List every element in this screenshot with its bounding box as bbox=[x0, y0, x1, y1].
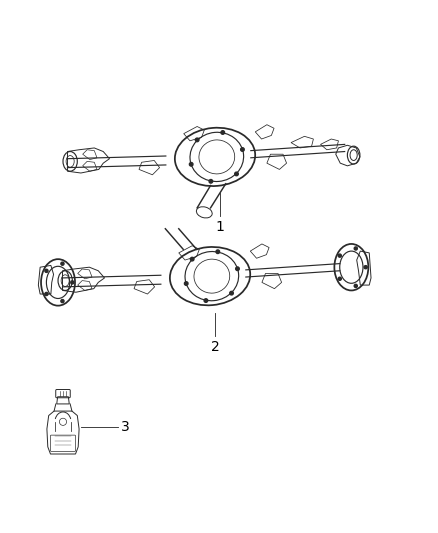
Ellipse shape bbox=[71, 281, 74, 284]
Ellipse shape bbox=[45, 269, 48, 272]
Ellipse shape bbox=[189, 163, 193, 166]
Ellipse shape bbox=[354, 284, 357, 287]
Ellipse shape bbox=[61, 300, 64, 303]
Ellipse shape bbox=[216, 250, 219, 254]
Ellipse shape bbox=[364, 265, 367, 269]
Ellipse shape bbox=[204, 299, 208, 302]
Ellipse shape bbox=[338, 277, 341, 280]
Ellipse shape bbox=[184, 282, 188, 285]
Ellipse shape bbox=[235, 172, 238, 176]
Text: 1: 1 bbox=[215, 220, 224, 235]
Ellipse shape bbox=[230, 292, 233, 295]
Ellipse shape bbox=[240, 148, 244, 151]
Ellipse shape bbox=[191, 257, 194, 261]
Ellipse shape bbox=[338, 254, 341, 257]
Text: 3: 3 bbox=[120, 420, 129, 434]
Ellipse shape bbox=[45, 293, 48, 295]
Ellipse shape bbox=[61, 262, 64, 265]
Ellipse shape bbox=[195, 138, 199, 142]
Ellipse shape bbox=[209, 180, 213, 183]
Ellipse shape bbox=[236, 267, 239, 271]
Ellipse shape bbox=[221, 131, 225, 134]
Ellipse shape bbox=[354, 247, 357, 250]
Text: 2: 2 bbox=[211, 340, 219, 353]
